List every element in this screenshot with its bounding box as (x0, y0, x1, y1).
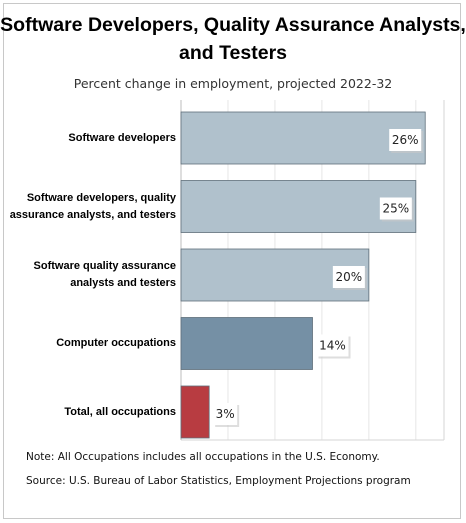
data-label-box (379, 197, 412, 220)
data-label: 14% (319, 339, 346, 353)
chart-source: Source: U.S. Bureau of Labor Statistics,… (26, 475, 411, 487)
bar (180, 180, 417, 233)
bar (180, 111, 426, 165)
chart-title: Software Developers, Quality Assurance A… (0, 11, 466, 67)
data-label-box (213, 403, 238, 425)
data-label-box (316, 334, 349, 357)
data-label: 26% (392, 133, 419, 147)
category-label: Software developers (68, 131, 176, 144)
category-label: Software quality assurance analysts and … (33, 260, 176, 289)
chart-title-text: Software Developers, Quality Assurance A… (0, 14, 466, 64)
data-label: 25% (382, 202, 409, 216)
category-label: Computer occupations (56, 337, 176, 349)
data-label: 3% (216, 407, 235, 421)
data-label-box (389, 129, 422, 151)
chart-note: Note: All Occupations includes all occup… (26, 451, 380, 463)
category-label: Total, all occupations (64, 405, 176, 418)
category-label: Software developers, quality assurance a… (9, 191, 176, 221)
bar (180, 317, 313, 370)
data-label: 20% (336, 270, 363, 284)
bar (180, 385, 210, 439)
data-label-box (332, 266, 365, 288)
chart-subtitle: Percent change in employment, projected … (73, 76, 393, 91)
